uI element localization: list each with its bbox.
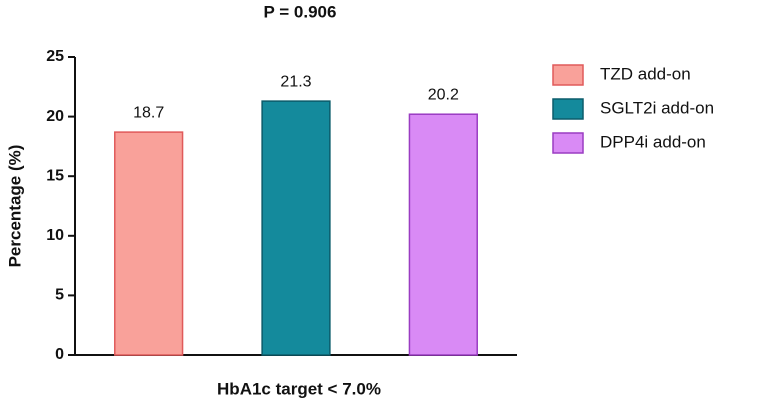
y-tick-label: 10 [46, 227, 64, 244]
legend-label: TZD add-on [600, 64, 691, 83]
legend-swatch [552, 64, 584, 86]
data-label: 21.3 [280, 73, 311, 90]
y-tick-label: 25 [46, 48, 64, 65]
x-axis-label: HbA1c target < 7.0% [217, 379, 381, 398]
legend-swatch [552, 132, 584, 154]
legend-swatch [552, 98, 584, 120]
data-label: 18.7 [133, 104, 164, 121]
chart-title: P = 0.906 [264, 2, 337, 21]
y-tick-label: 0 [55, 346, 64, 363]
y-tick-label: 5 [55, 287, 64, 304]
bar [114, 131, 184, 356]
y-axis-label: Percentage (%) [5, 145, 24, 268]
legend-label: SGLT2i add-on [600, 98, 714, 117]
y-tick-label: 15 [46, 167, 64, 184]
y-tick-label: 20 [46, 108, 64, 125]
legend-label: DPP4i add-on [600, 132, 706, 151]
data-label: 20.2 [428, 86, 459, 103]
bar [408, 113, 478, 356]
bar [261, 100, 331, 356]
